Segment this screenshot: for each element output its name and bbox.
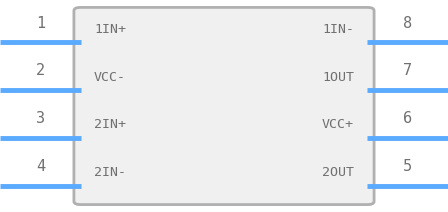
Text: 5: 5	[403, 159, 412, 174]
Text: 2OUT: 2OUT	[322, 166, 354, 179]
Text: 8: 8	[403, 16, 412, 31]
Text: VCC+: VCC+	[322, 119, 354, 131]
Text: 2: 2	[36, 63, 45, 78]
Text: 1: 1	[36, 16, 45, 31]
Text: VCC-: VCC-	[94, 71, 126, 84]
Text: 1OUT: 1OUT	[322, 71, 354, 84]
Text: 4: 4	[36, 159, 45, 174]
Text: 7: 7	[403, 63, 412, 78]
Text: 1IN+: 1IN+	[94, 23, 126, 36]
Text: 2IN+: 2IN+	[94, 119, 126, 131]
Text: 3: 3	[36, 111, 45, 126]
FancyBboxPatch shape	[74, 7, 374, 205]
Text: 2IN-: 2IN-	[94, 166, 126, 179]
Text: 1IN-: 1IN-	[322, 23, 354, 36]
Text: 6: 6	[403, 111, 412, 126]
